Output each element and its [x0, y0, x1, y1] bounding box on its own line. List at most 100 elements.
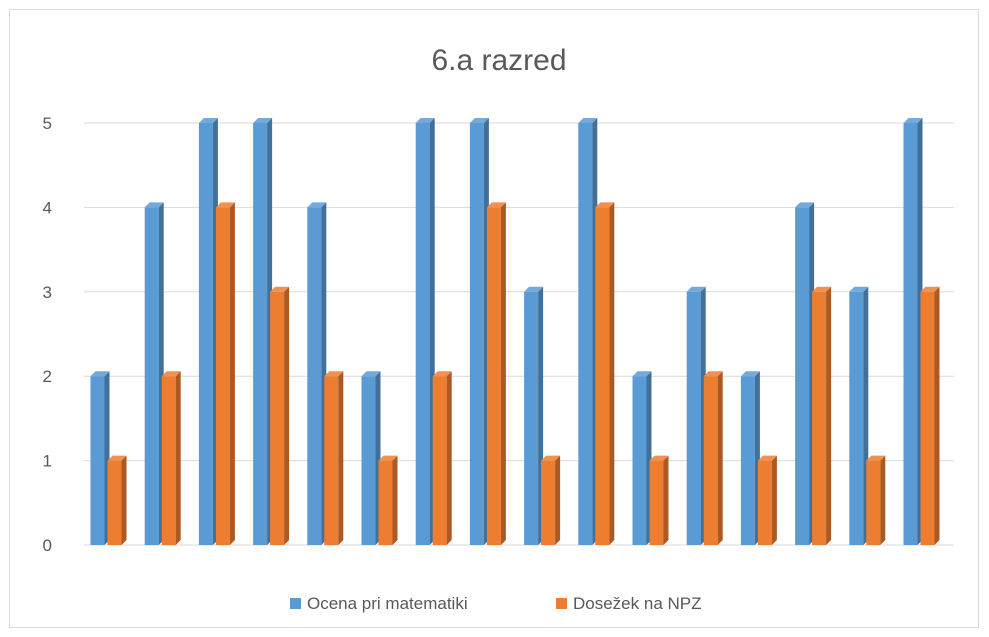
- bar-front: [920, 291, 935, 545]
- bar-top: [415, 118, 435, 123]
- bar-front: [307, 207, 322, 545]
- bar-top: [90, 371, 110, 377]
- bar-top: [486, 202, 506, 208]
- bar-top: [524, 286, 544, 292]
- bar-front: [469, 123, 484, 545]
- bar-front: [198, 123, 213, 545]
- bar-front: [524, 291, 539, 545]
- bar-side: [229, 202, 235, 545]
- bar-ocena-pri-matematiki: [740, 371, 760, 545]
- bar-ocena-pri-matematiki: [578, 118, 598, 545]
- bar-front: [324, 376, 339, 545]
- bar-front: [270, 291, 285, 545]
- bar-top: [578, 118, 598, 123]
- bar-ocena-pri-matematiki: [632, 371, 652, 545]
- bar-side: [500, 202, 506, 545]
- bar-front: [253, 123, 268, 545]
- bar-ocena-pri-matematiki: [469, 118, 489, 545]
- bar-top: [903, 118, 923, 123]
- legend-swatch: [290, 598, 301, 609]
- bar-front: [649, 460, 664, 545]
- bar-ocena-pri-matematiki: [795, 202, 815, 545]
- bar-front: [740, 376, 755, 545]
- bar-top: [632, 371, 652, 377]
- bar-front: [378, 460, 393, 545]
- bar-ocena-pri-matematiki: [415, 118, 435, 545]
- bar-dosezek-na-npz: [161, 371, 181, 545]
- bar-front: [541, 460, 556, 545]
- bar-front: [866, 460, 881, 545]
- bar-top: [107, 455, 127, 461]
- y-tick-label: 3: [43, 283, 52, 302]
- bar-top: [161, 371, 181, 377]
- bar-top: [795, 202, 815, 208]
- bar-ocena-pri-matematiki: [524, 286, 544, 545]
- legend-swatch: [556, 598, 567, 609]
- bar-front: [812, 291, 827, 545]
- bar-ocena-pri-matematiki: [903, 118, 923, 545]
- y-tick-label: 2: [43, 367, 52, 386]
- bar-front: [432, 376, 447, 545]
- bar-top: [378, 455, 398, 461]
- bar-ocena-pri-matematiki: [849, 286, 869, 545]
- bar-dosezek-na-npz: [324, 371, 344, 545]
- bar-top: [703, 371, 723, 377]
- bar-top: [920, 286, 940, 292]
- bar-front: [144, 207, 159, 545]
- legend-item: Dosežek na NPZ: [556, 594, 702, 613]
- bars: [90, 118, 940, 545]
- bar-dosezek-na-npz: [595, 202, 615, 545]
- bar-top: [215, 202, 235, 208]
- chart-title: 6.a razred: [431, 44, 566, 77]
- bar-front: [361, 376, 376, 545]
- bar-ocena-pri-matematiki: [686, 286, 706, 545]
- y-tick-label: 4: [43, 198, 52, 217]
- bar-top: [270, 286, 290, 292]
- bar-top: [198, 118, 218, 123]
- legend-item: Ocena pri matematiki: [290, 594, 468, 613]
- bar-ocena-pri-matematiki: [144, 202, 164, 545]
- bar-front: [595, 207, 610, 545]
- bar-front: [632, 376, 647, 545]
- bar-dosezek-na-npz: [812, 286, 832, 545]
- bar-side: [338, 371, 344, 545]
- bar-front: [107, 460, 122, 545]
- y-tick-label: 0: [43, 536, 52, 555]
- bar-dosezek-na-npz: [649, 455, 669, 545]
- bar-dosezek-na-npz: [270, 286, 290, 545]
- bar-front: [486, 207, 501, 545]
- bar-side: [771, 455, 777, 545]
- bar-dosezek-na-npz: [541, 455, 561, 545]
- bar-side: [446, 371, 452, 545]
- bar-front: [686, 291, 701, 545]
- y-axis-ticks: 0 1 2 3 4 5: [43, 114, 52, 555]
- bar-dosezek-na-npz: [486, 202, 506, 545]
- bar-front: [703, 376, 718, 545]
- bar-front: [849, 291, 864, 545]
- bar-top: [144, 202, 164, 208]
- bar-side: [717, 371, 723, 545]
- bar-side: [121, 455, 127, 545]
- bar-top: [757, 455, 777, 461]
- bar-top: [812, 286, 832, 292]
- bar-side: [609, 202, 615, 545]
- bar-dosezek-na-npz: [757, 455, 777, 545]
- bar-ocena-pri-matematiki: [361, 371, 381, 545]
- y-tick-label: 5: [43, 114, 52, 133]
- bar-side: [284, 286, 290, 545]
- bar-front: [903, 123, 918, 545]
- bar-top: [253, 118, 273, 123]
- bar-top: [686, 286, 706, 292]
- bar-side: [392, 455, 398, 545]
- bar-top: [740, 371, 760, 377]
- legend: Ocena pri matematiki Dosežek na NPZ: [290, 594, 702, 613]
- y-tick-label: 1: [43, 452, 52, 471]
- bar-top: [595, 202, 615, 208]
- bar-side: [663, 455, 669, 545]
- bar-top: [849, 286, 869, 292]
- bar-top: [324, 371, 344, 377]
- bar-ocena-pri-matematiki: [307, 202, 327, 545]
- bar-top: [361, 371, 381, 377]
- bar-top: [541, 455, 561, 461]
- bar-front: [215, 207, 230, 545]
